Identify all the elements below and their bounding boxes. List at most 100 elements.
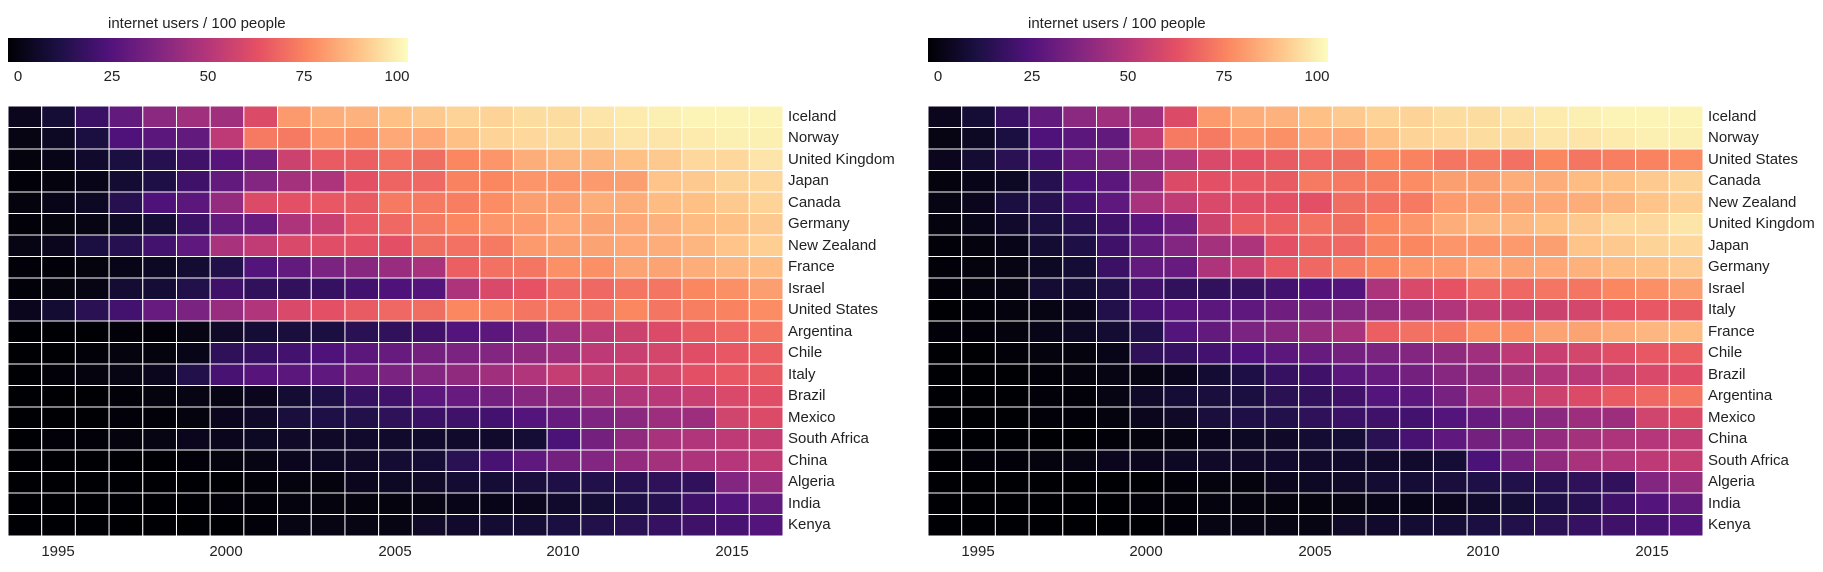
heatmap-cell (1365, 449, 1401, 472)
heatmap-cell (1331, 492, 1367, 515)
heatmap-cell (647, 385, 683, 408)
heatmap-cell (715, 342, 750, 365)
heatmap-cell (479, 471, 514, 494)
heatmap-cell (681, 320, 717, 343)
heatmap-cell (277, 105, 312, 128)
heatmap-cell (1601, 363, 1637, 386)
heatmap-cell (41, 299, 76, 322)
heatmap-cell (1668, 342, 1704, 365)
heatmap-cell (344, 406, 380, 429)
heatmap-cell (1567, 191, 1603, 214)
heatmap-cell (1668, 299, 1704, 322)
heatmap-cell (1298, 127, 1333, 150)
heatmap-cell (445, 320, 481, 343)
heatmap-cell (1635, 256, 1670, 279)
heatmap-cell (175, 320, 211, 343)
heatmap-cell (1062, 514, 1097, 537)
heatmap-cell (479, 213, 514, 236)
heatmap-cell (1432, 213, 1468, 236)
heatmap-cell (1062, 234, 1097, 257)
heatmap-cell (647, 471, 683, 494)
heatmap-cell (614, 406, 649, 429)
row-label: Norway (1708, 129, 1759, 146)
heatmap-cell (1230, 514, 1266, 537)
heatmap-cell (748, 127, 784, 150)
heatmap-cell (1466, 363, 1502, 386)
heatmap-cell (647, 449, 683, 472)
heatmap-cell (580, 256, 616, 279)
heatmap-cell (445, 191, 481, 214)
heatmap-cell (445, 148, 481, 171)
heatmap-cell (1601, 213, 1637, 236)
heatmap-cell (1197, 363, 1232, 386)
heatmap-cell (580, 191, 616, 214)
heatmap-cell (411, 256, 447, 279)
heatmap-cell (1062, 148, 1097, 171)
heatmap-cell (1028, 277, 1064, 300)
heatmap-cell (1095, 105, 1131, 128)
heatmap-cell (108, 299, 144, 322)
row-label: New Zealand (1708, 193, 1797, 211)
heatmap-cell (1095, 492, 1131, 515)
heatmap-cell (1534, 514, 1569, 537)
heatmap-cell (378, 320, 413, 343)
heatmap-cell (994, 105, 1030, 128)
heatmap-cell (1197, 428, 1232, 451)
heatmap-cell (614, 191, 649, 214)
row-label: France (788, 258, 835, 275)
heatmap-cell (961, 320, 996, 343)
row-label: Iceland (788, 107, 837, 125)
heatmap-cell (411, 277, 447, 300)
heatmap-cell (1264, 127, 1300, 150)
heatmap-cell (715, 256, 750, 279)
heatmap-cell (546, 277, 582, 300)
heatmap-cell (445, 428, 481, 451)
heatmap-cell (715, 299, 750, 322)
heatmap-cell (715, 428, 750, 451)
heatmap-cell (175, 406, 211, 429)
heatmap-cell (108, 148, 144, 171)
row-label: Israel (1708, 279, 1745, 297)
heatmap-cell (445, 234, 481, 257)
heatmap-cell (1095, 256, 1131, 279)
heatmap-cell (1601, 105, 1637, 128)
heatmap-cell (1028, 406, 1064, 429)
heatmap-cell (1399, 127, 1434, 150)
heatmap-cell (209, 449, 245, 472)
heatmap-cell (927, 342, 963, 365)
heatmap-cell (580, 471, 616, 494)
heatmap-cell (175, 385, 211, 408)
heatmap-cell (614, 213, 649, 236)
heatmap-cell (1230, 492, 1266, 515)
heatmap-cell (1500, 428, 1536, 451)
heatmap-cell (445, 363, 481, 386)
heatmap-cell (748, 363, 784, 386)
heatmap-cell (994, 170, 1030, 193)
heatmap-cell (580, 213, 616, 236)
heatmap-cell (614, 492, 649, 515)
heatmap-cell (344, 127, 380, 150)
heatmap-cell (7, 471, 43, 494)
heatmap-cell (445, 256, 481, 279)
heatmap-cell (1331, 342, 1367, 365)
heatmap-cell (1163, 514, 1199, 537)
heatmap-cell (378, 342, 413, 365)
heatmap-cell (378, 299, 413, 322)
heatmap-cell (994, 514, 1030, 537)
heatmap-cell (1129, 105, 1165, 128)
heatmap-cell (209, 342, 245, 365)
heatmap-cell (1095, 234, 1131, 257)
heatmap-cell (74, 514, 110, 537)
heatmap-cell (445, 385, 481, 408)
heatmap-cell (1635, 127, 1670, 150)
heatmap-cell (614, 320, 649, 343)
heatmap-cell (1500, 299, 1536, 322)
heatmap-cell (1197, 256, 1232, 279)
heatmap-cell (1197, 234, 1232, 257)
heatmap-cell (7, 170, 43, 193)
heatmap-cell (378, 385, 413, 408)
heatmap-cell (715, 471, 750, 494)
heatmap-cell (1028, 256, 1064, 279)
row-label: United Kingdom (1708, 215, 1815, 232)
heatmap-cell (1298, 170, 1333, 193)
